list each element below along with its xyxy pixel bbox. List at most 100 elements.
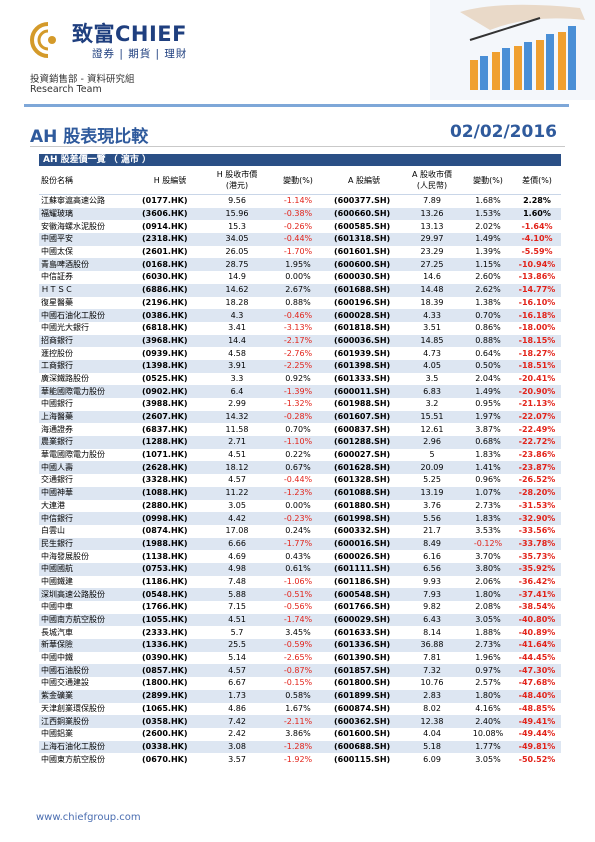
- table-cell: 中國太保: [41, 247, 73, 257]
- table-row: 中國交通建設 (1800.HK) 6.67 -0.15% (601800.SH) 10.7…: [39, 677, 561, 690]
- table-cell: 2.71: [205, 436, 269, 449]
- table-cell: 11.22: [205, 486, 269, 500]
- table-cell: (601688.SH): [327, 283, 401, 297]
- table-cell: 1.77%: [463, 740, 513, 754]
- table-cell: (601633.SH): [334, 627, 391, 637]
- table-cell: 天津創業環保股份: [41, 703, 105, 713]
- table-cell: (600362.SH): [327, 715, 401, 728]
- table-cell: (6886.HK): [135, 283, 205, 297]
- table-row: 中國石油股份 (0857.HK) 4.57 -0.87% (601857.SH) 7.32…: [39, 664, 561, 678]
- table-cell: 青島啤酒股份: [39, 258, 135, 272]
- table-cell: -47.30%: [513, 664, 561, 678]
- table-row: 中國中鐵 (0390.HK) 5.14 -2.65% (601390.SH) 7.81 1.…: [39, 652, 561, 665]
- table-cell: (1336.HK): [135, 639, 205, 652]
- table-cell: (601607.SH): [327, 410, 401, 424]
- table-cell: -3.13%: [283, 323, 313, 333]
- table-cell: 新華保險: [39, 639, 135, 652]
- table-cell: (600030.SH): [334, 272, 391, 282]
- table-cell: 民生銀行: [39, 537, 135, 551]
- table-cell: 中國國航: [39, 562, 135, 576]
- table-cell: 中國石油股份: [39, 664, 135, 678]
- table-cell: (1288.HK): [135, 436, 205, 449]
- table-row: 白雲山 (0874.HK) 17.08 0.24% (600332.SH) 21.7 3.5…: [39, 525, 561, 538]
- table-cell: 6.09: [423, 754, 441, 764]
- table-cell: 0.97%: [463, 664, 513, 678]
- table-cell: 中國中鐵: [41, 653, 73, 663]
- table-row: 滙控股份 (0939.HK) 4.58 -2.76% (601939.SH) 4.73 0.…: [39, 347, 561, 360]
- table-cell: (0386.HK): [135, 309, 205, 322]
- table-row: 大連港 (2880.HK) 3.05 0.00% (601880.SH) 3.76 2.73…: [39, 500, 561, 513]
- table-cell: -1.64%: [521, 221, 553, 231]
- table-cell: 2.06%: [475, 576, 501, 586]
- table-cell: 4.42: [205, 512, 269, 525]
- table-cell: 0.22%: [285, 450, 311, 460]
- table-cell: 4.51: [205, 613, 269, 627]
- table-cell: 1.83%: [463, 512, 513, 525]
- table-cell: 1.67%: [285, 703, 311, 713]
- table-cell: -1.70%: [283, 247, 313, 257]
- table-cell: 8.49: [401, 537, 463, 551]
- table-cell: 3.53%: [475, 526, 501, 536]
- table-cell: 15.3: [228, 221, 246, 231]
- footer-url[interactable]: www.chiefgroup.com: [36, 812, 141, 823]
- table-cell: (0338.HK): [135, 740, 205, 754]
- table-cell: (0939.HK): [142, 348, 188, 358]
- table-cell: (2601.HK): [142, 247, 188, 257]
- table-cell: 25.5: [205, 639, 269, 652]
- table-cell: 0.70%: [463, 309, 513, 322]
- table-cell: 0.96%: [475, 475, 501, 485]
- table-cell: 12.61: [420, 424, 444, 434]
- table-cell: 0.70%: [285, 424, 311, 434]
- table-cell: 7.89: [423, 196, 441, 206]
- table-cell: -1.14%: [283, 196, 313, 206]
- table-cell: -47.68%: [518, 678, 556, 688]
- table-cell: 4.98: [205, 562, 269, 576]
- table-cell: 1.15%: [463, 258, 513, 272]
- table-cell: 7.32: [401, 664, 463, 678]
- table-cell: (1800.HK): [142, 678, 188, 688]
- table-cell: 紫金礦業: [39, 689, 135, 703]
- table-cell: -0.23%: [269, 512, 327, 525]
- table-cell: 中國鋁業: [41, 729, 73, 739]
- table-cell: 1.49%: [463, 385, 513, 398]
- table-cell: (2880.HK): [142, 500, 188, 510]
- table-cell: -10.94%: [513, 258, 561, 272]
- table-cell: (0548.HK): [135, 588, 205, 601]
- table-cell: 3.70%: [475, 551, 501, 561]
- table-cell: (601288.SH): [327, 436, 401, 449]
- table-cell: (601988.SH): [334, 399, 391, 409]
- table-cell: 0.58%: [269, 689, 327, 703]
- table-cell: 2.42: [228, 729, 246, 739]
- table-cell: -16.10%: [518, 297, 556, 307]
- table-cell: (600688.SH): [327, 740, 401, 754]
- table-cell: -31.53%: [518, 500, 556, 510]
- table-cell: -28.20%: [513, 486, 561, 500]
- table-cell: 1.41%: [463, 461, 513, 475]
- table-cell: 2.28%: [523, 196, 551, 206]
- table-cell: 8.14: [423, 627, 441, 637]
- table-cell: -1.77%: [269, 537, 327, 551]
- table-cell: 6.4: [205, 385, 269, 398]
- table-cell: -1.10%: [269, 436, 327, 449]
- table-cell: -49.81%: [513, 740, 561, 754]
- table-cell: (0168.HK): [135, 258, 205, 272]
- table-header-row: 股份名稱 H 股編號 H 股收市價 (港元) 變動(%) A 股編號 A 股收市價 (人民幣)…: [39, 166, 561, 195]
- table-body: 江蘇寧滬高速公路 (0177.HK) 9.56 -1.14% (600377.SH) 7.…: [39, 195, 561, 766]
- table-cell: 工商銀行: [39, 359, 135, 373]
- team-label: Research Team: [30, 84, 102, 95]
- table-cell: 6.66: [205, 537, 269, 551]
- table-cell: -49.41%: [513, 715, 561, 728]
- table-cell: 13.26: [401, 207, 463, 221]
- brand-name: 致富CHIEF: [72, 22, 187, 46]
- table-cell: 中國銀行: [41, 399, 73, 409]
- table-cell: (601398.SH): [327, 359, 401, 373]
- table-cell: (600016.SH): [327, 537, 401, 551]
- table-cell: (601939.SH): [334, 348, 391, 358]
- table-cell: (601998.SH): [327, 512, 401, 525]
- table-cell: -1.92%: [283, 754, 313, 764]
- table-cell: 14.4: [205, 334, 269, 348]
- table-cell: 6.16: [423, 551, 441, 561]
- table-row: 廣深鐵路股份 (0525.HK) 3.3 0.92% (601333.SH) 3.5 2.0…: [39, 373, 561, 386]
- table-cell: 2.99: [228, 399, 246, 409]
- table-cell: (600332.SH): [334, 526, 391, 536]
